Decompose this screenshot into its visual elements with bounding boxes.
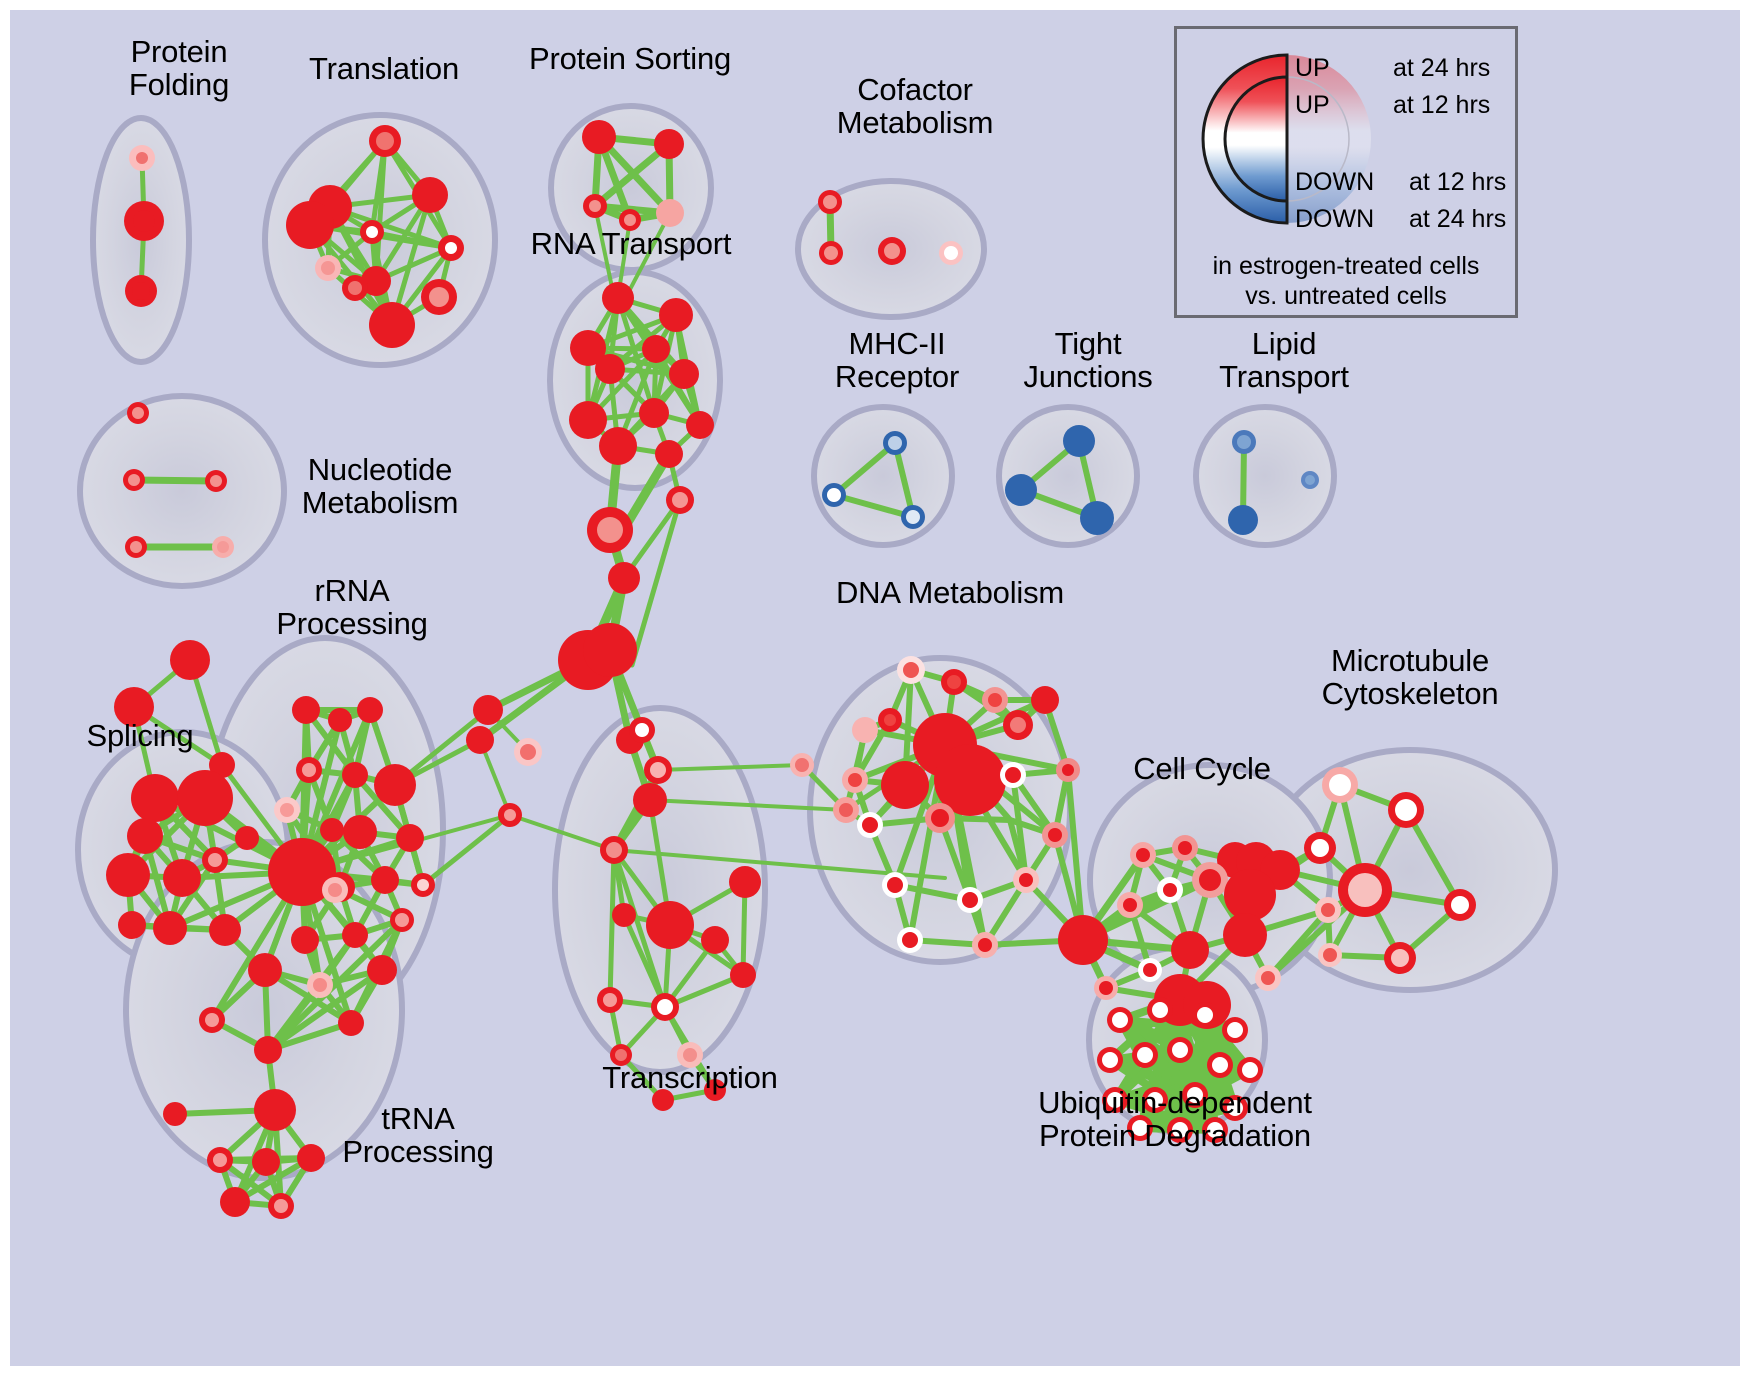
node-group-mhc xyxy=(822,431,925,529)
node-group-rrna xyxy=(268,696,435,1036)
node-group-translation xyxy=(286,125,464,348)
node-group-cofactor xyxy=(818,190,963,265)
legend-caption-line2: vs. untreated cells xyxy=(1245,282,1447,310)
node-group-lipid xyxy=(1228,430,1319,535)
blob-mhc xyxy=(811,404,955,548)
legend-state-down-24: DOWN xyxy=(1295,205,1375,233)
network-nodes xyxy=(106,120,1476,1219)
node-group-transcription xyxy=(597,717,761,1111)
node-group-backbone xyxy=(466,486,859,827)
legend-caption-line1: in estrogen-treated cells xyxy=(1212,252,1480,280)
node-group-trna xyxy=(163,953,325,1219)
legend-state-up-12: UP xyxy=(1295,91,1330,119)
legend-box: UP at 24 hrs UP at 12 hrs DOWN at 12 hrs… xyxy=(1174,26,1518,318)
node-group-ubiquitin xyxy=(1097,997,1263,1143)
legend-rings xyxy=(1201,53,1371,225)
node-group-nucleotide xyxy=(123,402,234,558)
node-group-protein-folding xyxy=(124,145,164,307)
node-group-rna-transport xyxy=(569,282,714,468)
network-graph xyxy=(75,103,1558,1219)
network-background: Protein Folding Translation Protein Sort… xyxy=(10,10,1740,1366)
node-group-protein-sorting xyxy=(582,120,684,231)
node-group-tight xyxy=(1005,425,1114,535)
node-group-splicing xyxy=(106,640,259,946)
node-group-microtubule xyxy=(1304,767,1476,974)
legend-time-down-12: at 12 hrs xyxy=(1409,168,1507,196)
legend-time-up-24: at 24 hrs xyxy=(1393,54,1491,82)
blob-nucleotide xyxy=(77,393,287,589)
node-group-dna-metab xyxy=(842,656,1108,965)
blob-protein-sorting xyxy=(548,103,714,273)
blob-lipid xyxy=(1193,404,1337,548)
legend-time-up-12: at 12 hrs xyxy=(1393,91,1491,119)
legend-state-down-12: DOWN xyxy=(1295,168,1375,196)
legend-state-up-24: UP xyxy=(1295,54,1330,82)
blob-transcription xyxy=(552,705,768,1075)
legend-time-down-24: at 24 hrs xyxy=(1409,205,1507,233)
